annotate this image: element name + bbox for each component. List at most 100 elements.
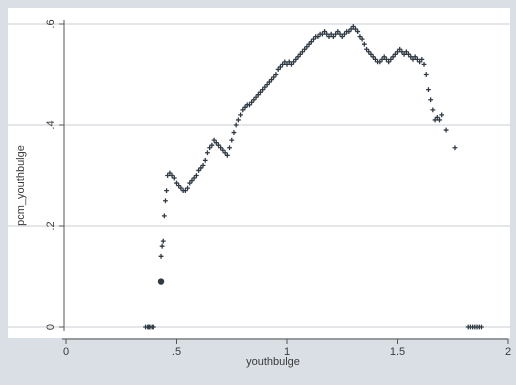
data-point-80 [315, 34, 321, 40]
data-point-129 [423, 72, 429, 77]
data-point-31 [207, 145, 213, 151]
data-point-50 [249, 99, 255, 105]
data-point-25 [193, 173, 199, 178]
gridlines [8, 23, 510, 328]
data-point-112 [386, 59, 392, 65]
data-point-83 [322, 29, 327, 34]
data-point-102 [364, 46, 369, 52]
data-point-51 [251, 97, 257, 103]
data-point-105 [370, 54, 376, 60]
data-point-113 [388, 56, 394, 62]
data-point-28 [200, 163, 206, 168]
data-point-70 [293, 56, 299, 62]
x-axis-title: youthbulge [246, 356, 300, 368]
data-point-74 [302, 46, 308, 52]
data-point-136 [439, 112, 445, 118]
data-point-23 [189, 178, 195, 183]
y-tick-label-0: 0 [45, 324, 57, 330]
data-point-18 [178, 185, 184, 191]
data-point-75 [304, 44, 310, 50]
data-point-57 [264, 82, 270, 87]
data-point-61 [273, 72, 279, 77]
data-point-56 [262, 84, 268, 90]
data-point-72 [297, 51, 303, 57]
data-point-132 [430, 107, 436, 113]
axes [62, 20, 508, 340]
data-point-52 [253, 94, 259, 100]
data-point-91 [339, 34, 345, 40]
data-point-26 [196, 168, 201, 173]
data-point-76 [306, 41, 312, 47]
data-point-32 [209, 142, 215, 148]
data-point-63 [277, 64, 283, 70]
data-point-43 [233, 122, 239, 128]
data-point-84 [324, 31, 330, 37]
y-tick-label-2: .4 [45, 120, 57, 129]
data-point-6 [158, 253, 164, 259]
y-tick-label-1: .2 [45, 221, 57, 230]
data-point-82 [319, 31, 325, 37]
y-tick-label-3: .6 [45, 19, 57, 28]
data-point-108 [377, 59, 383, 65]
data-point-119 [401, 51, 407, 57]
data-point-29 [202, 157, 208, 163]
data-point-103 [366, 49, 372, 55]
data-point-94 [346, 29, 352, 34]
data-point-33 [211, 137, 217, 143]
data-point-87 [331, 34, 336, 40]
data-point-22 [187, 180, 193, 186]
data-point-46 [240, 107, 246, 113]
data-point-99 [357, 34, 363, 40]
data-point-134 [434, 115, 440, 120]
data-point-90 [337, 31, 343, 37]
data-point-71 [295, 54, 301, 60]
data-point-60 [271, 74, 277, 80]
data-point-47 [242, 104, 248, 110]
data-point-69 [291, 59, 297, 65]
data-point-17 [176, 183, 182, 188]
x-tick-label-3: 1.5 [390, 346, 405, 358]
data-point-30 [205, 150, 210, 156]
data-point-54 [258, 89, 263, 95]
data-point-37 [220, 147, 226, 153]
data-point-121 [406, 51, 411, 57]
data-point-120 [403, 49, 409, 55]
data-point-64 [280, 62, 285, 67]
data-point-95 [348, 26, 354, 32]
data-point-49 [247, 102, 252, 108]
data-point-123 [410, 56, 416, 62]
data-point-126 [417, 59, 422, 65]
data-point-130 [426, 87, 431, 93]
data-point-104 [368, 51, 374, 57]
data-point-39 [224, 152, 230, 158]
data-points [143, 24, 484, 330]
data-point-55 [260, 87, 266, 93]
data-point-124 [412, 54, 418, 60]
data-point-21 [185, 185, 190, 191]
data-point-98 [355, 29, 361, 34]
data-point-27 [198, 165, 204, 171]
data-point-109 [379, 56, 385, 62]
data-point-97 [353, 26, 358, 32]
data-point-11 [164, 188, 169, 194]
data-point-89 [335, 29, 341, 34]
data-point-15 [171, 175, 177, 181]
data-point-24 [191, 175, 197, 181]
data-point-67 [286, 59, 292, 65]
data-point-53 [255, 92, 261, 98]
data-point-8 [160, 238, 166, 244]
data-point-9 [161, 213, 167, 219]
data-point-14 [169, 173, 175, 178]
data-point-125 [414, 56, 420, 62]
data-point-85 [326, 34, 332, 40]
x-tick-label-4: 2 [505, 346, 511, 358]
data-point-45 [238, 112, 243, 118]
data-point-34 [213, 140, 219, 146]
data-point-62 [275, 67, 281, 72]
plot-area [8, 8, 510, 338]
data-point-78 [311, 36, 316, 42]
data-point-41 [229, 137, 235, 143]
data-point-117 [397, 46, 403, 52]
tick-labels: 0 .2 .4 .6 0 .5 1 1.5 2 [45, 19, 511, 358]
